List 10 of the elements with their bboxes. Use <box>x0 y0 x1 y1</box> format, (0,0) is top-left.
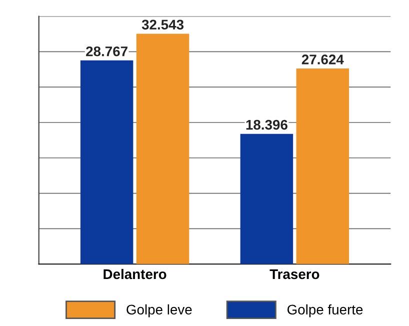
data-label: 27.624 <box>302 54 344 64</box>
bar <box>240 134 294 264</box>
data-label: 32.543 <box>142 20 184 30</box>
data-label: 28.767 <box>86 46 128 56</box>
bar <box>80 60 134 264</box>
legend-label: Golpe fuerte <box>287 304 363 318</box>
x-tick-label: Delantero <box>104 268 166 280</box>
data-label: 18.396 <box>246 120 288 130</box>
legend-label: Golpe leve <box>126 304 192 318</box>
x-tick-label: Trasero <box>270 269 320 280</box>
